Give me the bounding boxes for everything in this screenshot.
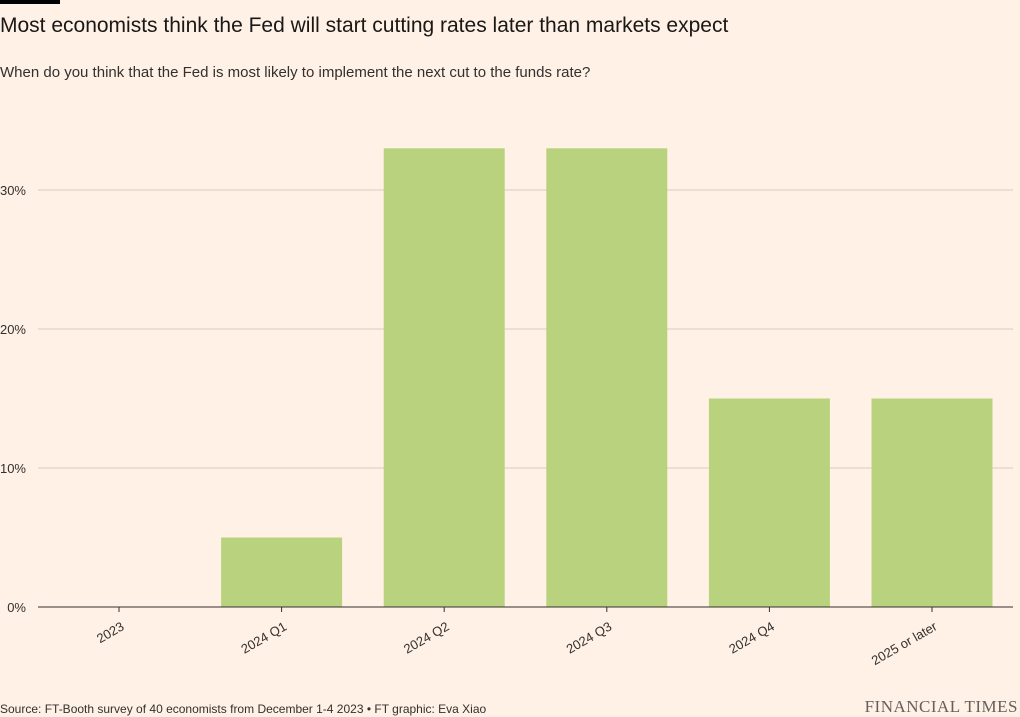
bar-2024-q4 — [708, 398, 830, 607]
bar-2024-q2 — [383, 148, 505, 608]
top-rule — [0, 0, 60, 4]
y-tick-label: 30% — [0, 183, 26, 198]
chart-subtitle: When do you think that the Fed is most l… — [0, 64, 591, 81]
bar-2024-q1 — [221, 537, 343, 607]
source-note: Source: FT-Booth survey of 40 economists… — [0, 702, 487, 716]
ft-logo: FINANCIAL TIMES — [864, 697, 1018, 716]
x-tick-label: 2024 Q4 — [726, 619, 777, 657]
x-tick-label: 2024 Q3 — [564, 619, 615, 657]
chart-title: Most economists think the Fed will start… — [0, 14, 729, 37]
y-tick-label: 20% — [0, 322, 26, 337]
y-tick-label: 0% — [7, 600, 26, 615]
x-tick-label: 2024 Q1 — [238, 619, 289, 657]
bar-2025-or-later — [871, 398, 993, 607]
x-tick-label: 2025 or later — [869, 618, 940, 668]
y-tick-label: 10% — [0, 461, 26, 476]
x-tick-label: 2024 Q2 — [401, 619, 452, 657]
x-tick-label: 2023 — [94, 619, 127, 646]
bar-2024-q3 — [546, 148, 668, 608]
